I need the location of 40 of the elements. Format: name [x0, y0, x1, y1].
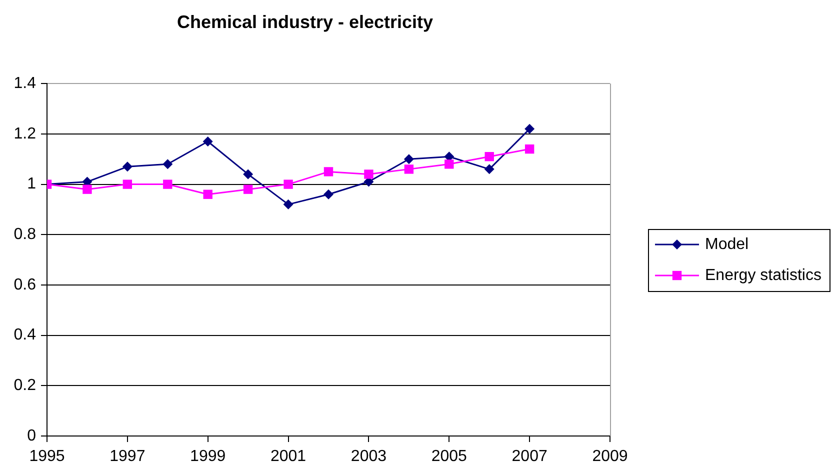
point	[484, 164, 494, 174]
x-tick-label: 2009	[592, 448, 628, 466]
chart-title: Chemical industry - electricity	[176, 12, 434, 32]
legend-label: Model	[705, 236, 749, 253]
point	[484, 152, 494, 162]
y-tick-label: 0.4	[14, 326, 36, 344]
point	[284, 180, 293, 189]
point	[364, 170, 374, 179]
y-tick-label: 1.2	[14, 125, 36, 142]
x-tick-label: 2003	[350, 448, 387, 466]
x-tick-label: 2005	[431, 448, 468, 466]
point	[243, 169, 254, 180]
point	[324, 167, 334, 176]
point	[404, 164, 414, 174]
point	[243, 184, 253, 194]
legend-label: Energy statistics	[705, 266, 822, 284]
y-tick-label: 0.6	[14, 276, 36, 294]
point	[122, 162, 132, 172]
point	[203, 190, 212, 199]
point	[524, 144, 534, 154]
x-tick-label: 1997	[110, 448, 146, 466]
y-tick-label: 0.2	[14, 377, 36, 394]
x-tick-label: 2001	[270, 448, 306, 466]
point	[122, 180, 132, 189]
point	[404, 154, 414, 164]
point	[444, 160, 454, 169]
x-tick-label: 2007	[512, 448, 548, 466]
point	[324, 189, 334, 200]
x-tick-label: 1995	[29, 448, 65, 466]
x-tick-label: 1999	[190, 448, 226, 466]
point	[283, 199, 294, 210]
point	[524, 124, 535, 134]
point	[82, 184, 92, 194]
point	[162, 159, 173, 170]
point	[202, 136, 213, 146]
y-tick-label: 1	[27, 176, 36, 193]
point	[163, 180, 172, 189]
y-tick-label: 1.4	[14, 75, 36, 92]
y-tick-label: 0	[27, 427, 36, 444]
y-tick-label: 0.8	[14, 226, 36, 244]
